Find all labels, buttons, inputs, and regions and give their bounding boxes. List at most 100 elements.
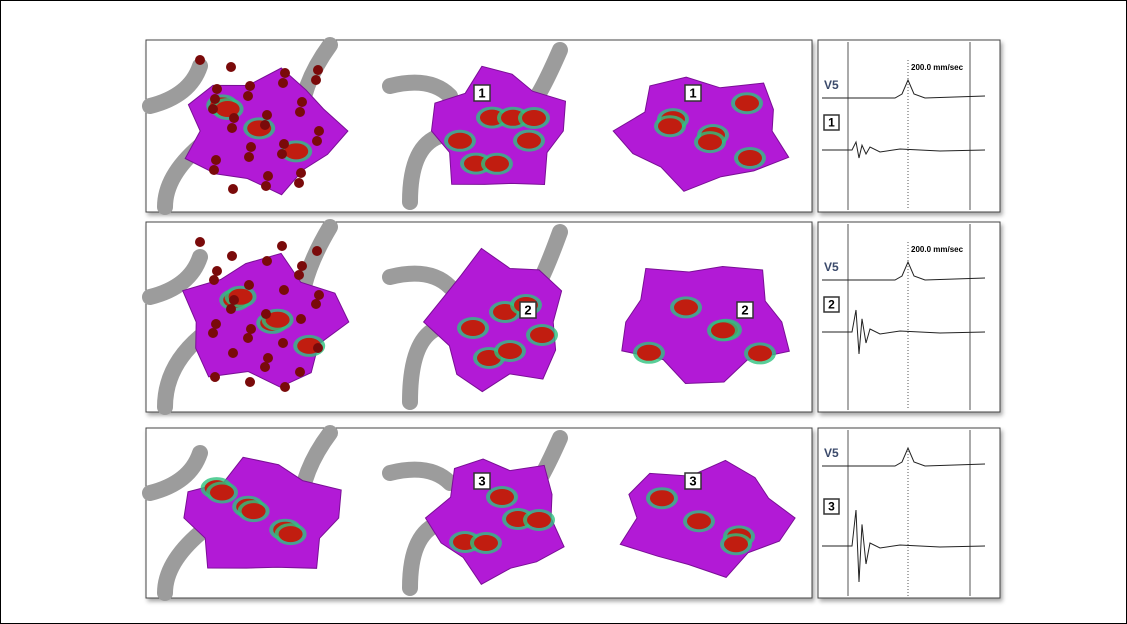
catheter-point <box>277 149 287 159</box>
catheter-point <box>294 178 304 188</box>
ecg-lead: V5 <box>824 260 839 274</box>
catheter-point <box>243 91 253 101</box>
catheter-point <box>311 75 321 85</box>
catheter-point <box>263 353 273 363</box>
catheter-point <box>229 295 239 305</box>
catheter-point <box>245 81 255 91</box>
figure-row: 1 1 200.0 mm/sec V5 1 <box>146 40 1000 212</box>
catheter-point <box>246 324 256 334</box>
catheter-point <box>195 55 205 65</box>
map-scar <box>738 150 762 166</box>
catheter-point <box>280 68 290 78</box>
catheter-point <box>294 270 304 280</box>
figure: 1 1 200.0 mm/sec V5 1 2 2 200.0 mm/sec V5 2 3 3 V5 3 <box>0 0 1127 624</box>
catheter-point <box>210 94 220 104</box>
catheter-point <box>227 251 237 261</box>
catheter-point <box>211 155 221 165</box>
catheter-point <box>279 285 289 295</box>
map-scar <box>748 345 772 361</box>
ecg-lead: V5 <box>824 78 839 92</box>
catheter-point <box>243 333 253 343</box>
catheter-point <box>209 165 219 175</box>
catheter-point <box>226 304 236 314</box>
catheter-point <box>195 237 205 247</box>
marker-label: 3 <box>478 473 485 488</box>
catheter-point <box>262 256 272 266</box>
catheter-point <box>312 136 322 146</box>
figure-row: 3 3 V5 3 <box>146 428 1000 598</box>
map-scar <box>698 134 722 150</box>
catheter-point <box>208 104 218 114</box>
map-scar <box>210 485 234 501</box>
catheter-point <box>244 152 254 162</box>
map-scar <box>522 110 546 126</box>
map-scar <box>448 133 472 149</box>
catheter-point <box>297 97 307 107</box>
map-scar <box>527 512 551 528</box>
catheter-point <box>212 84 222 94</box>
map-scar <box>735 95 759 111</box>
catheter-point <box>277 241 287 251</box>
catheter-point <box>212 266 222 276</box>
catheter-point <box>260 362 270 372</box>
catheter-point <box>313 65 323 75</box>
catheter-point <box>260 120 270 130</box>
catheter-point <box>210 372 220 382</box>
catheter-point <box>227 123 237 133</box>
ecg-panel <box>818 428 1000 598</box>
catheter-point <box>245 377 255 387</box>
catheter-point <box>278 338 288 348</box>
map-scar <box>279 526 303 542</box>
catheter-point <box>296 314 306 324</box>
catheter-point <box>228 184 238 194</box>
catheter-point <box>295 367 305 377</box>
map-scar <box>498 343 522 359</box>
catheter-point <box>311 299 321 309</box>
map-scar <box>490 489 514 505</box>
map-scar <box>687 513 711 529</box>
catheter-point <box>262 110 272 120</box>
catheter-point <box>279 139 289 149</box>
map-scar <box>461 320 485 336</box>
catheter-point <box>278 78 288 88</box>
marker-label: 3 <box>828 500 835 514</box>
catheter-point <box>312 246 322 256</box>
marker-label: 2 <box>741 302 748 317</box>
catheter-point <box>229 113 239 123</box>
ecg-lead: V5 <box>824 446 839 460</box>
catheter-point <box>211 319 221 329</box>
catheter-point <box>297 261 307 271</box>
catheter-point <box>313 343 323 353</box>
catheter-point <box>228 348 238 358</box>
map-scar <box>674 299 698 315</box>
catheter-point <box>296 168 306 178</box>
map-scar <box>711 322 735 338</box>
ecg-speed: 200.0 mm/sec <box>911 245 964 254</box>
marker-label: 2 <box>524 302 531 317</box>
map-scar <box>474 535 498 551</box>
catheter-point <box>314 126 324 136</box>
marker-label: 1 <box>689 85 696 100</box>
ecg-panel <box>818 40 1000 212</box>
map-scar <box>650 490 674 506</box>
map-scar <box>658 118 682 134</box>
marker-label: 1 <box>478 85 485 100</box>
catheter-point <box>261 181 271 191</box>
catheter-point <box>314 290 324 300</box>
catheter-point <box>280 382 290 392</box>
catheter-point <box>261 309 271 319</box>
catheter-point <box>226 62 236 72</box>
catheter-point <box>263 171 273 181</box>
catheter-point <box>208 328 218 338</box>
marker-label: 3 <box>689 473 696 488</box>
marker-label: 2 <box>828 298 835 312</box>
catheter-point <box>246 142 256 152</box>
ecg-panel <box>818 222 1000 412</box>
map-scar <box>517 133 541 149</box>
map-scar <box>485 156 509 172</box>
map-scar <box>637 345 661 361</box>
ecg-speed: 200.0 mm/sec <box>911 63 964 72</box>
map-scar <box>242 503 266 519</box>
catheter-point <box>209 275 219 285</box>
marker-label: 1 <box>828 116 835 130</box>
